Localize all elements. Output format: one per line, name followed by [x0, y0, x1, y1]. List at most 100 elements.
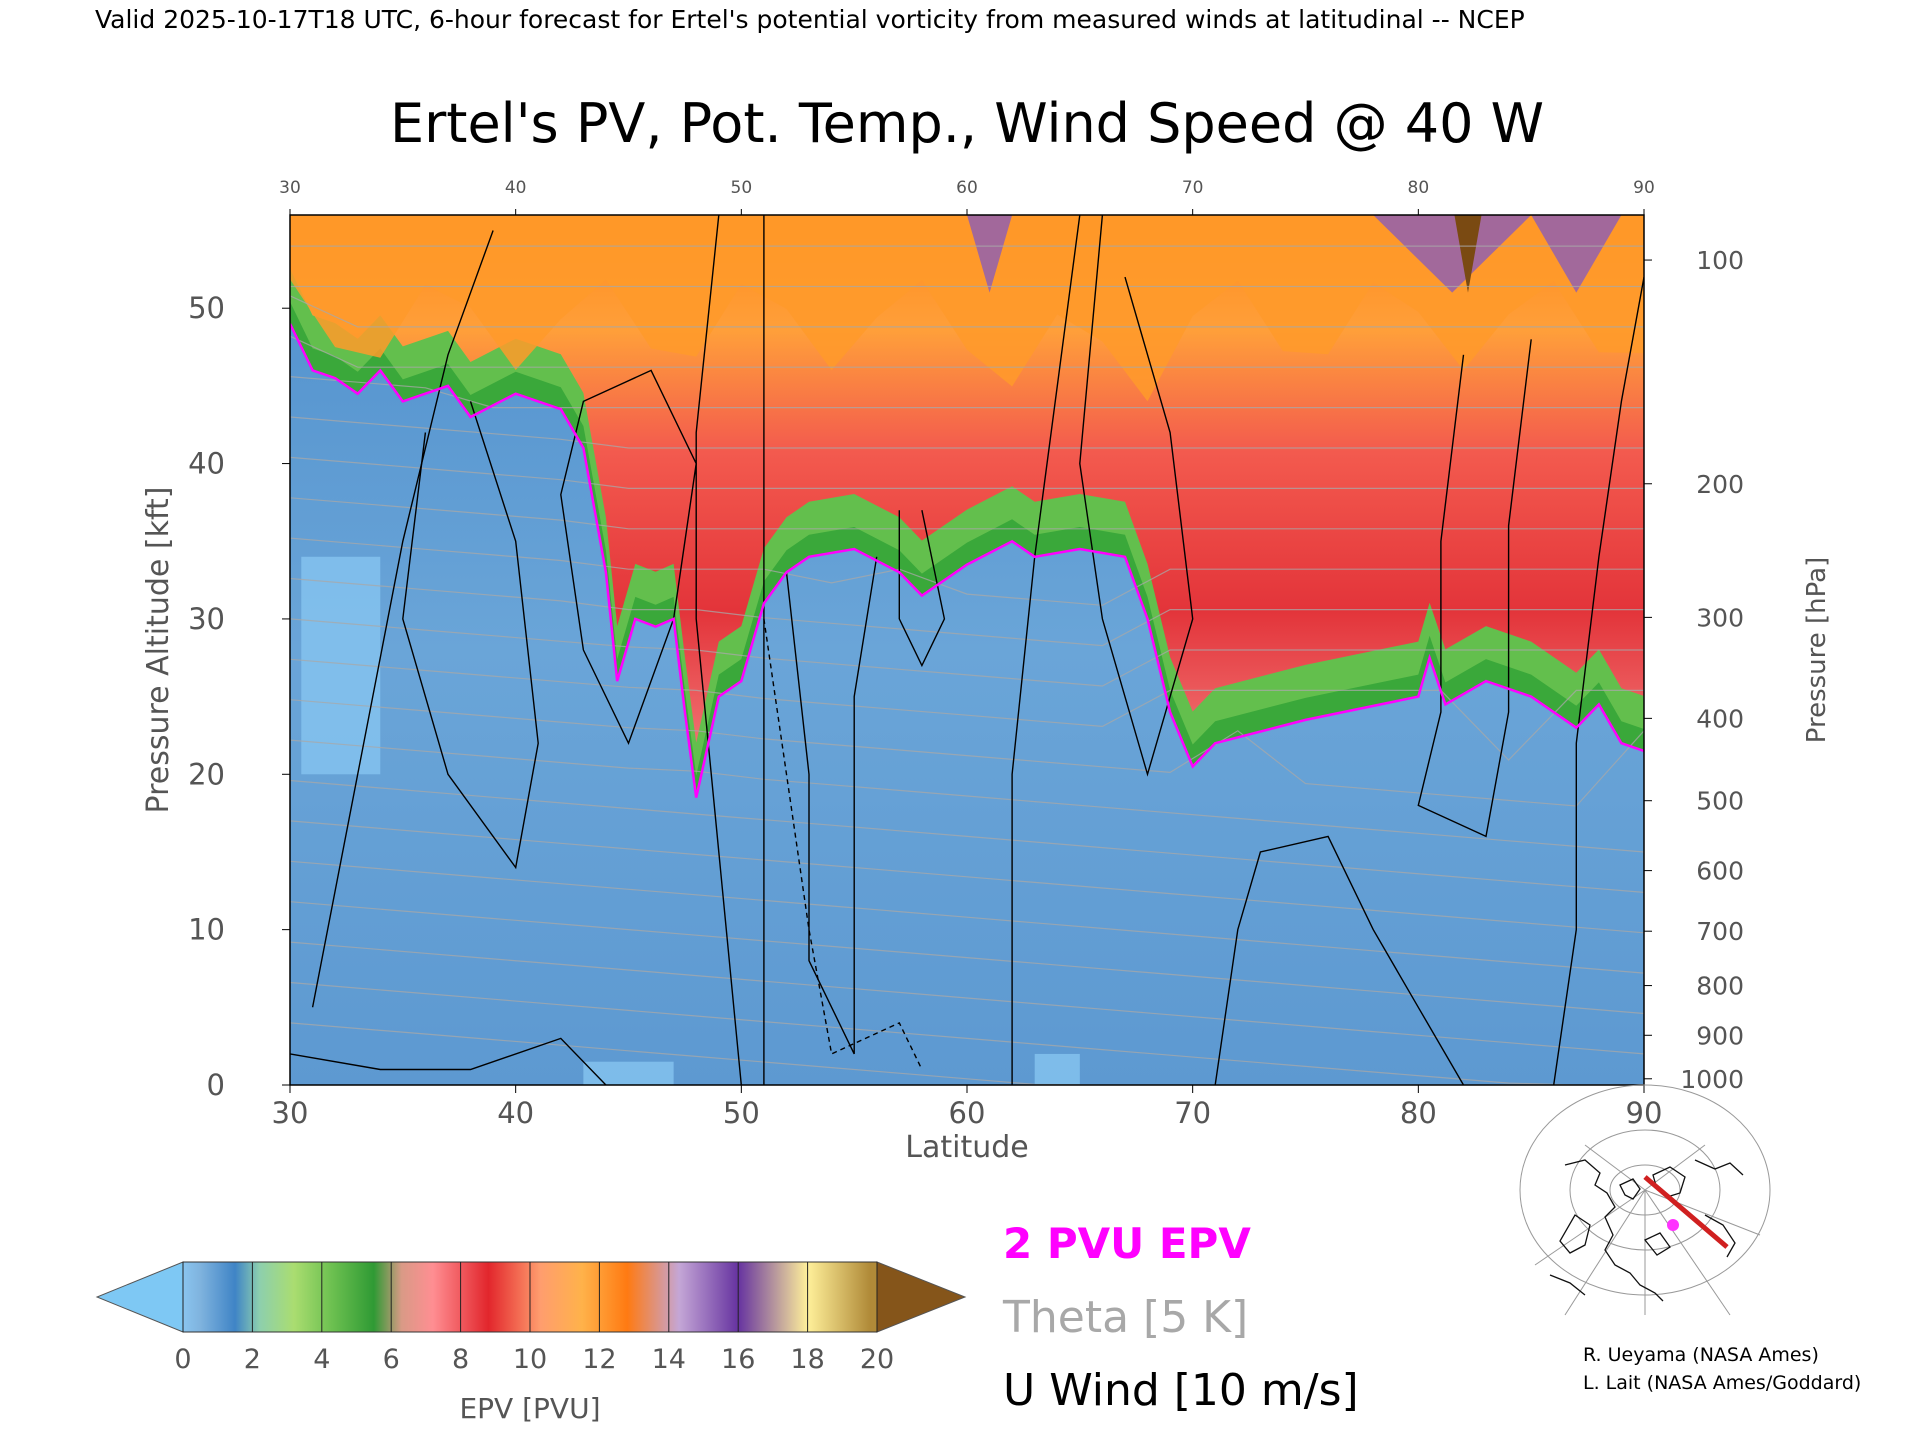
pressure-tick-label: 700: [1696, 917, 1744, 946]
colorbar-tick-label: 14: [652, 1344, 686, 1375]
theta-contour: [290, 1022, 1644, 1085]
theta-contour: [290, 658, 1644, 761]
pv-field-layers: [290, 215, 1644, 1085]
x-tick-label: 50: [723, 1096, 760, 1130]
pressure-tick-label: 300: [1696, 603, 1744, 632]
theta-contour: [290, 295, 1644, 328]
theta-contour: [290, 779, 1644, 893]
credit-line-1: R. Ueyama (NASA Ames): [1583, 1344, 1819, 1366]
theta-contour: [290, 376, 1644, 409]
y-axis-label: Pressure Altitude [kft]: [141, 487, 176, 814]
wind-contour: [695, 215, 742, 1085]
x-tick-label-top: 60: [956, 178, 978, 198]
pv-patch-purple: [1373, 215, 1532, 293]
pressure-tick-label: 800: [1696, 972, 1744, 1001]
cross-section-track: [1643, 1175, 1729, 1249]
pv-2pvu-contour: [290, 323, 1644, 798]
theta-contour: [290, 497, 1644, 530]
legend: 2 PVU EPV Theta [5 K] U Wind [10 m/s]: [1002, 1219, 1359, 1416]
theta-contour: [290, 739, 1644, 853]
colorbar-tick-label: 2: [244, 1344, 261, 1375]
x-tick-label-top: 40: [505, 178, 527, 198]
wind-contour: [311, 230, 494, 1008]
pressure-tick-label: 400: [1696, 704, 1744, 733]
inset-map: [1519, 1084, 1771, 1316]
wind-contour: [1079, 215, 1194, 777]
y-tick-label: 10: [188, 913, 225, 947]
x-tick-label: 40: [497, 1096, 534, 1130]
colorbar-tick-label: 10: [513, 1344, 547, 1375]
x-tick-label-top: 50: [731, 178, 753, 198]
pressure-tick-label: 1000: [1680, 1065, 1744, 1094]
theta-contour: [290, 537, 1644, 606]
colorbar-tick-label: 20: [860, 1344, 894, 1375]
wind-contour: [1417, 339, 1532, 838]
colorbar-tick-label: 12: [582, 1344, 616, 1375]
wind-contour: [1553, 276, 1644, 1085]
y-tick-label: 50: [188, 291, 225, 325]
chart-title: Ertel's PV, Pot. Temp., Wind Speed @ 40 …: [390, 92, 1544, 155]
pv-patch-lightblue: [1034, 1053, 1080, 1085]
valid-time-header: Valid 2025-10-17T18 UTC, 6-hour forecast…: [95, 5, 1525, 34]
wind-contour: [1214, 835, 1465, 1085]
theta-contour: [290, 577, 1644, 647]
plot-area: [290, 215, 1644, 1085]
colorbar-tick-label: 16: [721, 1344, 755, 1375]
y-tick-label: 20: [188, 757, 225, 791]
colorbar-over-arrow: [876, 1261, 967, 1333]
theta-contour: [290, 901, 1644, 1015]
y2-axis-label: Pressure [hPa]: [1802, 557, 1832, 744]
legend-entry: Theta [5 K]: [1002, 1292, 1248, 1343]
x-tick-label: 90: [1626, 1096, 1663, 1130]
credit-line-2: L. Lait (NASA Ames/Goddard): [1583, 1372, 1861, 1394]
pv-patch-purple: [967, 215, 1013, 293]
location-dot: [1667, 1219, 1679, 1231]
theta-contour: [290, 618, 1644, 687]
x-tick-label-top: 30: [279, 178, 301, 198]
theta-contour: [290, 456, 1644, 489]
theta-contour: [290, 820, 1644, 934]
pressure-tick-label: 200: [1696, 470, 1744, 499]
pv-band-orange: [290, 215, 1644, 402]
x-tick-label-top: 70: [1182, 178, 1204, 198]
x-tick-label: 60: [949, 1096, 986, 1130]
y-tick-label: 30: [188, 602, 225, 636]
wind-contour: [402, 401, 539, 870]
colorbar-tick-label: 6: [383, 1344, 400, 1375]
colorbar: 0 2 4 6 8 10 12 14 16 18 20: [95, 1261, 967, 1375]
wind-contours: [290, 215, 1644, 1085]
legend-entry: U Wind [10 m/s]: [1003, 1365, 1359, 1416]
wind-contour: [898, 510, 946, 668]
pv-patch-purple: [1531, 215, 1622, 293]
pressure-tick-label: 600: [1696, 857, 1744, 886]
theta-contours: [290, 245, 1644, 1085]
pv-patch-brown: [1454, 215, 1482, 293]
x-tick-label: 70: [1174, 1096, 1211, 1130]
colorbar-tick-label: 4: [313, 1344, 330, 1375]
x-axis-label: Latitude: [905, 1130, 1028, 1165]
wind-contour: [560, 369, 697, 745]
wind-contour: [290, 1037, 607, 1085]
wind-contour: [785, 556, 878, 1055]
pressure-tick-label: 100: [1696, 246, 1744, 275]
x-tick-label-top: 80: [1408, 178, 1430, 198]
pressure-tick-label: 900: [1696, 1021, 1744, 1050]
theta-contour: [290, 699, 1644, 807]
y-tick-label: 0: [207, 1068, 225, 1102]
theta-contour: [290, 335, 1644, 368]
map-graticule: [1519, 1084, 1771, 1316]
colorbar-tick-label: 18: [790, 1344, 824, 1375]
axes: 3030404050506060707080809090010203040501…: [188, 178, 1744, 1130]
x-tick-label: 30: [272, 1096, 309, 1130]
colorbar-label: EPV [PVU]: [459, 1392, 600, 1425]
pressure-tick-label: 500: [1696, 787, 1744, 816]
wind-contour-negative: [763, 618, 923, 1070]
theta-contour: [290, 981, 1644, 1085]
theta-contour: [290, 416, 1644, 449]
legend-entry: 2 PVU EPV: [1003, 1219, 1251, 1268]
x-tick-label-top: 90: [1633, 178, 1655, 198]
x-tick-label: 80: [1400, 1096, 1437, 1130]
y-tick-label: 40: [188, 447, 225, 481]
pv-patch-lightblue: [583, 1061, 674, 1085]
